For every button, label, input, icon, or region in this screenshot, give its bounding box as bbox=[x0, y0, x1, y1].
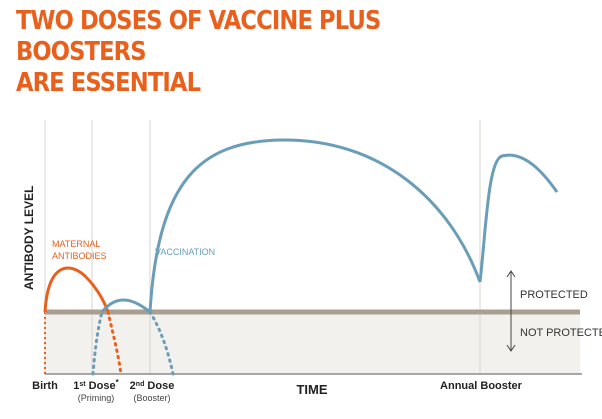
protected-label: PROTECTED bbox=[520, 289, 588, 301]
not-protected-label: NOT PROTECTED bbox=[520, 327, 602, 339]
vaccination-label: VACCINATION bbox=[155, 247, 215, 257]
second-dose-ordinal: nd bbox=[136, 381, 145, 388]
first-dose-ordinal: st bbox=[79, 381, 86, 388]
maternal-antibodies-label-line1: MATERNAL bbox=[52, 239, 100, 249]
priming-response-curve bbox=[100, 298, 151, 314]
first-dose-number: 1 bbox=[73, 380, 79, 392]
y-axis-title: ANTIBODY LEVEL bbox=[22, 186, 36, 290]
page-title: TWO DOSES OF VACCINE PLUS BOOSTERS ARE E… bbox=[16, 6, 399, 99]
first-dose-text: Dose bbox=[86, 380, 116, 392]
maternal-antibodies-curve bbox=[43, 266, 110, 313]
arrow-up-icon bbox=[506, 270, 516, 278]
first-dose-asterisk: * bbox=[116, 378, 120, 387]
title-line-2: ARE ESSENTIAL bbox=[16, 68, 201, 98]
priming-rise-dotted bbox=[91, 310, 104, 376]
vaccination-curve bbox=[148, 138, 482, 313]
milestone-label-first-dose: 1st Dose* bbox=[73, 378, 119, 393]
milestone-label-second-dose: 2nd Dose bbox=[130, 380, 175, 392]
annual-booster-curve bbox=[478, 153, 559, 283]
title-line-1: TWO DOSES OF VACCINE PLUS BOOSTERS bbox=[16, 6, 381, 67]
milestone-sublabel-first-dose: (Priming) bbox=[78, 393, 115, 403]
maternal-antibodies-decline bbox=[106, 310, 123, 376]
second-dose-number: 2 bbox=[130, 380, 136, 392]
milestone-label-annual-booster: Annual Booster bbox=[440, 380, 523, 392]
not-protected-zone bbox=[45, 312, 580, 374]
maternal-antibodies-label-line2: ANTIBODIES bbox=[52, 251, 107, 261]
second-dose-text: Dose bbox=[144, 380, 174, 392]
priming-decline-dotted bbox=[148, 310, 175, 376]
milestone-sublabel-second-dose: (Booster) bbox=[133, 393, 170, 403]
arrow-down-icon bbox=[506, 344, 516, 352]
x-axis-title: TIME bbox=[296, 382, 327, 397]
milestone-label-birth: Birth bbox=[32, 380, 58, 392]
